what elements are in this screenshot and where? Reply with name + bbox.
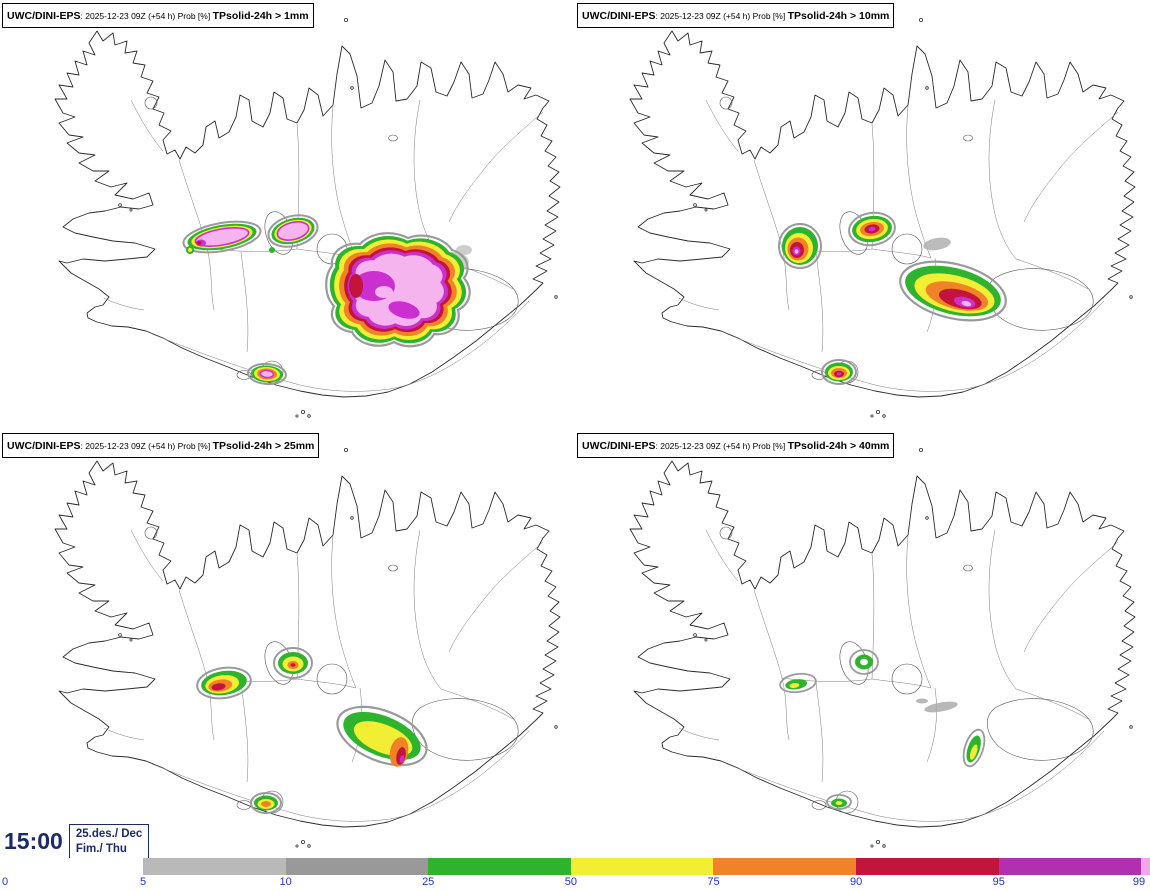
iceland-map-40mm: [629, 447, 1136, 848]
colorbar-segment: [285, 858, 429, 875]
prob-region-c: [899, 260, 1007, 322]
iceland-coastline: [629, 447, 1136, 848]
valid-day: Fim./ Thu: [75, 842, 127, 855]
iceland-coastline: [54, 17, 561, 418]
prob-region-d: [826, 794, 852, 810]
prob-region-d: [250, 792, 282, 814]
valid-date-box: 25.des./ Dec Fim./ Thu: [68, 824, 150, 860]
param-name: TPsolid-24h > 1mm: [212, 10, 309, 22]
colorbar-tick: 25: [422, 876, 435, 888]
iceland-map-25mm: [54, 447, 561, 848]
colorbar-tick: 10: [279, 876, 292, 888]
panel-title: UWC/DINI-EPS: 2025-12-23 09Z (+54 h) Pro…: [2, 433, 320, 458]
colorbar-segment: [713, 858, 856, 875]
valid-time: 15:00: [4, 828, 63, 855]
probability-colorbar: [0, 858, 1150, 875]
run-info: : 2025-12-23 09Z (+54 h) Prob [%]: [80, 441, 213, 451]
prob-region-b: [267, 214, 319, 248]
iceland-map-10mm: [629, 17, 1136, 418]
panel-prob-1mm: UWC/DINI-EPS: 2025-12-23 09Z (+54 h) Pro…: [0, 0, 575, 430]
colorbar-tick: 50: [564, 876, 578, 888]
prob-region-c: [962, 728, 986, 768]
prob-field-40mm: [779, 649, 986, 810]
colorbar-segment: [570, 858, 714, 875]
prob-region-b: [848, 211, 896, 247]
colorbar-segment: [1141, 858, 1150, 875]
prob-region-a: [778, 223, 822, 269]
prob-region-a: [196, 666, 252, 700]
run-info: : 2025-12-23 09Z (+54 h) Prob [%]: [80, 11, 213, 21]
colorbar-tick-labels: 0 5 10 25 50 75 90 95 99: [0, 876, 1150, 891]
param-name: TPsolid-24h > 10mm: [787, 10, 890, 22]
colorbar-tick: 75: [707, 876, 720, 888]
prob-region-large: [325, 232, 471, 348]
prob-region-a: [182, 220, 262, 254]
panel-title: UWC/DINI-EPS: 2025-12-23 09Z (+54 h) Pro…: [577, 433, 895, 458]
param-name: TPsolid-24h > 40mm: [787, 440, 890, 452]
model-name: UWC/DINI-EPS: [582, 10, 656, 22]
run-info: : 2025-12-23 09Z (+54 h) Prob [%]: [655, 11, 788, 21]
model-name: UWC/DINI-EPS: [7, 440, 81, 452]
prob-region-a: [779, 672, 817, 694]
colorbar-segment: [143, 858, 286, 875]
prob-field-10mm: [778, 211, 1007, 385]
prob-field-25mm: [196, 647, 428, 814]
panel-prob-25mm: UWC/DINI-EPS: 2025-12-23 09Z (+54 h) Pro…: [0, 430, 575, 860]
model-name: UWC/DINI-EPS: [582, 440, 656, 452]
panel-title: UWC/DINI-EPS: 2025-12-23 09Z (+54 h) Pro…: [2, 3, 314, 28]
panel-title: UWC/DINI-EPS: 2025-12-23 09Z (+54 h) Pro…: [577, 3, 895, 28]
colorbar-segment: [0, 858, 143, 875]
valid-date: 25.des./ Dec: [75, 828, 143, 840]
colorbar-tick: 0: [2, 876, 9, 888]
run-info: : 2025-12-23 09Z (+54 h) Prob [%]: [655, 441, 788, 451]
prob-region-b: [273, 647, 313, 679]
colorbar-segment: [998, 858, 1142, 875]
colorbar-tick: 99: [1132, 876, 1146, 888]
valid-time-box: 15:00 25.des./ Dec Fim./ Thu: [2, 824, 150, 860]
panel-prob-40mm: UWC/DINI-EPS: 2025-12-23 09Z (+54 h) Pro…: [575, 430, 1150, 860]
iceland-map-1mm: [54, 17, 561, 418]
prob-region-d: [821, 359, 857, 385]
param-name: TPsolid-24h > 25mm: [212, 440, 315, 452]
prob-region-b: [849, 649, 879, 675]
prob-region-d: [247, 362, 287, 386]
prob-region-c: [336, 705, 428, 767]
colorbar-segment: [428, 858, 571, 875]
model-name: UWC/DINI-EPS: [7, 10, 81, 22]
colorbar-tick: 95: [992, 876, 1005, 888]
panel-prob-10mm: UWC/DINI-EPS: 2025-12-23 09Z (+54 h) Pro…: [575, 0, 1150, 430]
colorbar-tick: 5: [139, 876, 147, 888]
iceland-coastline: [54, 447, 561, 848]
colorbar-segment: [855, 858, 999, 875]
colorbar-tick: 90: [849, 876, 863, 888]
prob-field-1mm: [182, 214, 472, 386]
